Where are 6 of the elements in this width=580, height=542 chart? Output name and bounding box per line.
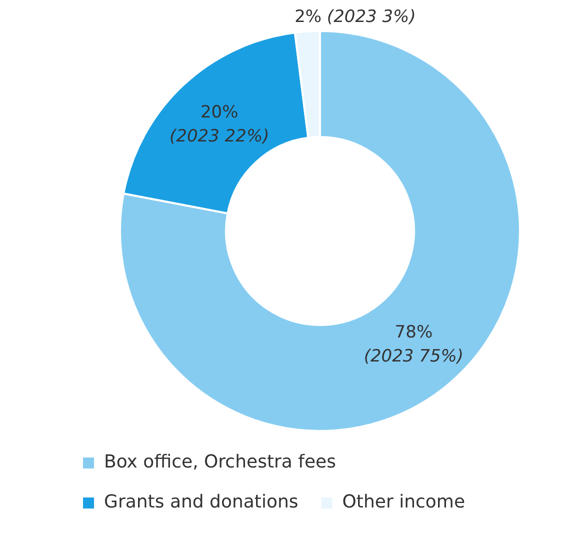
- data-label: 2% (2023 3%): [294, 6, 416, 27]
- data-label: 78% (2023 75%): [364, 322, 464, 367]
- legend-label: Grants and donations: [104, 492, 298, 513]
- legend-label: Box office, Orchestra fees: [104, 452, 336, 473]
- data-label: 20% (2023 22%): [170, 102, 270, 146]
- legend-label: Other income: [342, 492, 466, 513]
